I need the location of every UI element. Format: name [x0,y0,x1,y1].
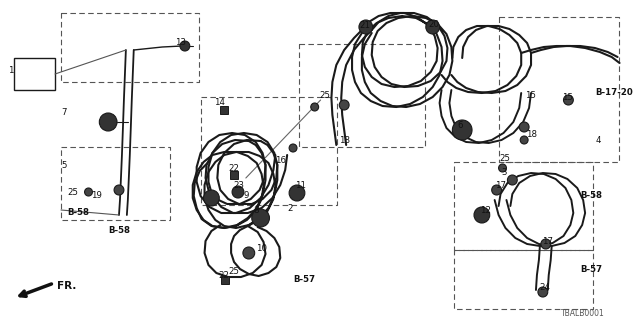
Circle shape [520,136,528,144]
Circle shape [541,239,550,249]
Text: B-58: B-58 [67,207,89,217]
Text: 6: 6 [458,121,463,130]
Text: 4: 4 [596,135,602,145]
Text: 21: 21 [359,20,370,29]
Circle shape [499,164,506,172]
Circle shape [232,186,244,198]
Text: B-58: B-58 [580,190,602,199]
Circle shape [180,41,190,51]
Circle shape [84,188,92,196]
Text: 19: 19 [92,190,102,199]
Text: 2: 2 [287,204,292,212]
Text: B-17-20: B-17-20 [595,87,633,97]
Text: 10: 10 [256,244,267,252]
Text: B-57: B-57 [293,276,315,284]
Circle shape [563,95,573,105]
Text: 25: 25 [500,154,511,163]
Text: FR.: FR. [57,281,76,291]
Circle shape [99,113,117,131]
Text: 24: 24 [539,284,550,292]
Text: 17: 17 [495,180,506,189]
Text: 7: 7 [61,108,67,116]
Text: 18: 18 [526,130,537,139]
Text: 18: 18 [339,135,350,145]
Circle shape [252,209,269,227]
Text: 11: 11 [295,180,306,189]
Bar [220,106,228,114]
Text: 20: 20 [429,20,440,28]
Text: 5: 5 [61,161,67,170]
Text: TBALB0001: TBALB0001 [561,308,604,317]
Text: 23: 23 [233,180,244,189]
Text: 22: 22 [228,164,239,172]
Circle shape [339,100,349,110]
Circle shape [114,185,124,195]
Circle shape [492,185,502,195]
Text: 15: 15 [561,92,573,101]
Circle shape [204,190,220,206]
Text: 25: 25 [67,188,78,196]
Bar [221,276,229,284]
Circle shape [474,207,490,223]
Circle shape [359,20,372,34]
Circle shape [426,20,440,34]
Text: 15: 15 [525,91,536,100]
Text: 12: 12 [480,205,491,214]
Text: B-58: B-58 [108,226,130,235]
Bar [230,171,238,179]
Circle shape [508,175,517,185]
Circle shape [519,122,529,132]
Text: 1: 1 [8,66,13,75]
Text: 9: 9 [244,190,249,199]
Text: 14: 14 [214,98,225,107]
Circle shape [289,185,305,201]
Text: 13: 13 [175,37,186,46]
Circle shape [243,247,255,259]
Text: 8: 8 [253,205,259,214]
Text: 17: 17 [542,236,553,245]
Text: 16: 16 [275,156,286,164]
Bar [14,58,55,90]
Text: 25: 25 [228,268,239,276]
Circle shape [289,144,297,152]
Circle shape [452,120,472,140]
Text: 22: 22 [218,271,229,281]
Circle shape [311,103,319,111]
Circle shape [538,287,548,297]
Text: B-57: B-57 [580,266,602,275]
Text: 3: 3 [502,167,507,177]
Text: 25: 25 [319,91,331,100]
